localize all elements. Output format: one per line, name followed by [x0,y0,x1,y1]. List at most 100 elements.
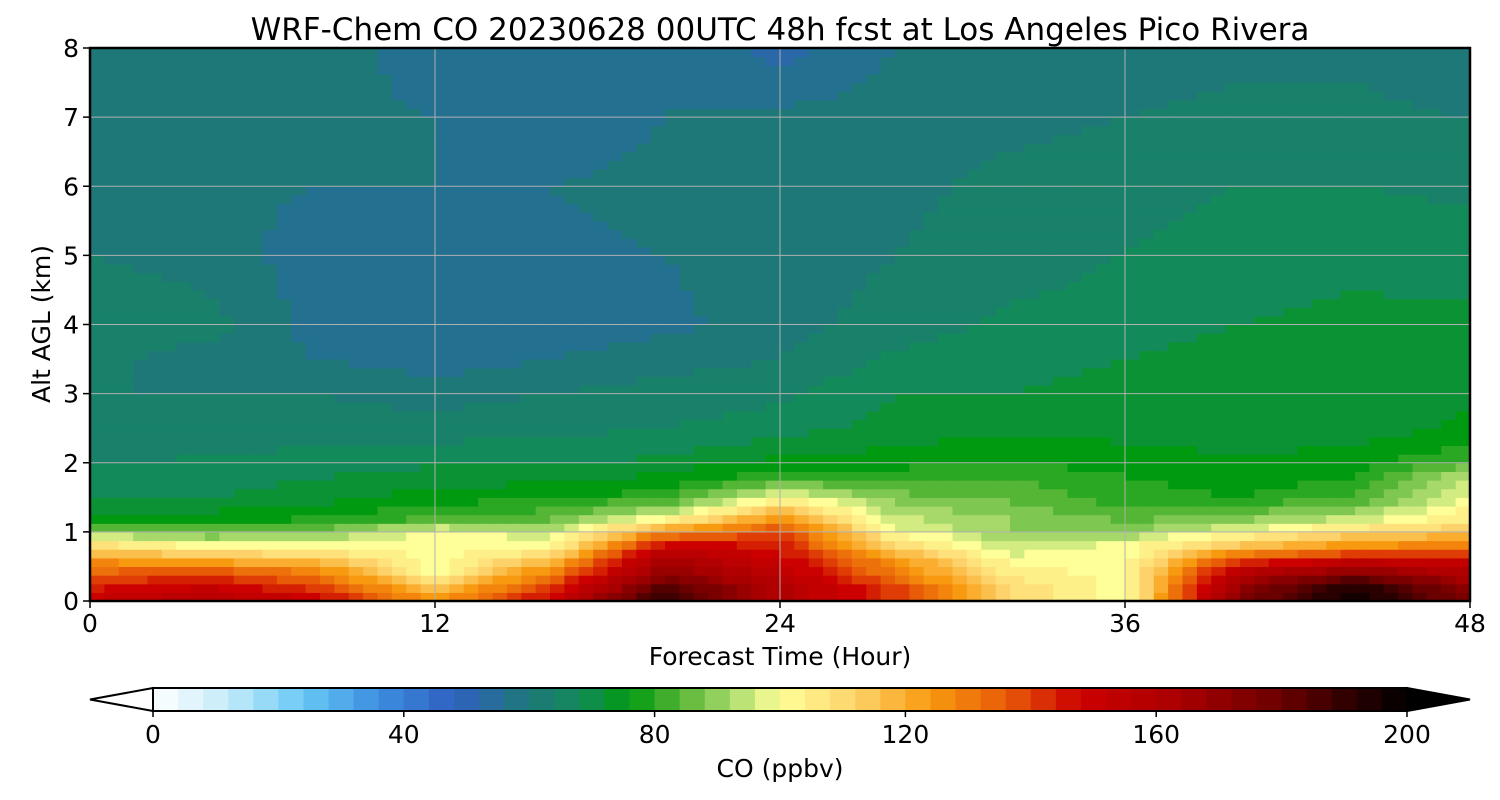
heatmap-cell [995,289,1011,300]
heatmap-cell [837,289,853,300]
heatmap-cell [463,557,479,568]
heatmap-cell [391,575,407,585]
heatmap-cell [118,428,134,438]
heatmap-cell [808,203,824,213]
heatmap-cell [492,384,508,395]
heatmap-cell [133,445,149,455]
heatmap-cell [205,557,220,568]
heatmap-cell [363,505,379,516]
heatmap-cell [880,281,896,291]
heatmap-cell [1182,462,1198,472]
heatmap-cell [995,410,1011,421]
heatmap-cell [478,393,494,403]
heatmap-cell [981,315,997,326]
heatmap-cell [161,592,177,601]
heatmap-cell [1426,151,1442,161]
heatmap-cell [966,238,982,248]
heatmap-cell [1441,376,1457,386]
heatmap-cell [1024,324,1040,334]
heatmap-cell [406,264,422,274]
heatmap-cell [679,298,695,308]
heatmap-cell [607,592,623,601]
heatmap-cell [262,557,278,568]
heatmap-cell [521,497,537,507]
heatmap-cell [665,350,680,360]
heatmap-cell [1326,281,1342,291]
heatmap-cell [305,471,321,481]
heatmap-cell [736,505,752,516]
heatmap-cell [435,220,450,231]
heatmap-cell [1096,575,1112,585]
heatmap-cell [190,428,206,438]
heatmap-cell [1398,194,1414,205]
heatmap-cell [492,393,508,403]
heatmap-cell [133,523,149,533]
heatmap-cell [693,566,709,576]
heatmap-cell [607,194,623,205]
heatmap-cell [291,592,307,601]
heatmap-cell [535,488,551,498]
heatmap-cell [780,220,795,231]
heatmap-cell [90,488,105,498]
heatmap-cell [205,393,220,403]
heatmap-cell [205,281,220,291]
heatmap-cell [621,315,637,326]
heatmap-cell [248,246,264,256]
heatmap-cell [981,151,997,161]
heatmap-cell [895,359,910,369]
heatmap-cell [1081,281,1097,291]
heatmap-cell [1053,203,1069,213]
heatmap-cell [995,359,1011,369]
heatmap-cell [966,531,982,542]
heatmap-cell [1326,531,1342,542]
heatmap-cell [1211,471,1227,481]
heatmap-cell [1326,592,1342,601]
heatmap-cell [708,272,724,282]
heatmap-cell [276,549,292,559]
heatmap-cell [363,410,379,421]
heatmap-cell [736,160,752,170]
heatmap-cell [334,212,350,222]
heatmap-cell [1254,246,1270,256]
heatmap-cell [665,428,680,438]
heatmap-cell [1369,220,1385,231]
heatmap-cell [564,402,580,412]
heatmap-cell [176,557,192,568]
heatmap-cell [1283,203,1299,213]
heatmap-cell [1355,410,1370,421]
heatmap-cell [233,315,249,326]
heatmap-cell [621,384,637,395]
heatmap-cell [938,298,954,308]
heatmap-cell [895,160,910,170]
heatmap-cell [133,177,149,187]
heatmap-cell [1412,540,1428,550]
heatmap-cell [636,384,652,395]
heatmap-cell [1067,471,1083,481]
heatmap-cell [722,523,738,533]
heatmap-cell [1053,160,1069,170]
heatmap-cell [837,298,853,308]
heatmap-cell [1383,488,1399,498]
heatmap-cell [708,177,724,187]
heatmap-cell [1311,592,1327,601]
heatmap-cell [1268,488,1284,498]
heatmap-cell [1211,462,1227,472]
heatmap-cell [1196,531,1212,542]
heatmap-cell [1369,212,1385,222]
heatmap-cell [435,255,450,265]
heatmap-cell [1168,480,1184,490]
heatmap-cell [1125,592,1140,601]
heatmap-cell [363,531,379,542]
heatmap-cell [1297,359,1313,369]
heatmap-cell [1311,384,1327,395]
heatmap-cell [1340,177,1356,187]
heatmap-cell [1426,333,1442,343]
heatmap-cell [708,557,724,568]
heatmap-cell [1096,203,1112,213]
heatmap-cell [621,281,637,291]
heatmap-cell [880,575,896,585]
heatmap-cell [722,367,738,377]
heatmap-cell [406,177,422,187]
heatmap-cell [1297,497,1313,507]
